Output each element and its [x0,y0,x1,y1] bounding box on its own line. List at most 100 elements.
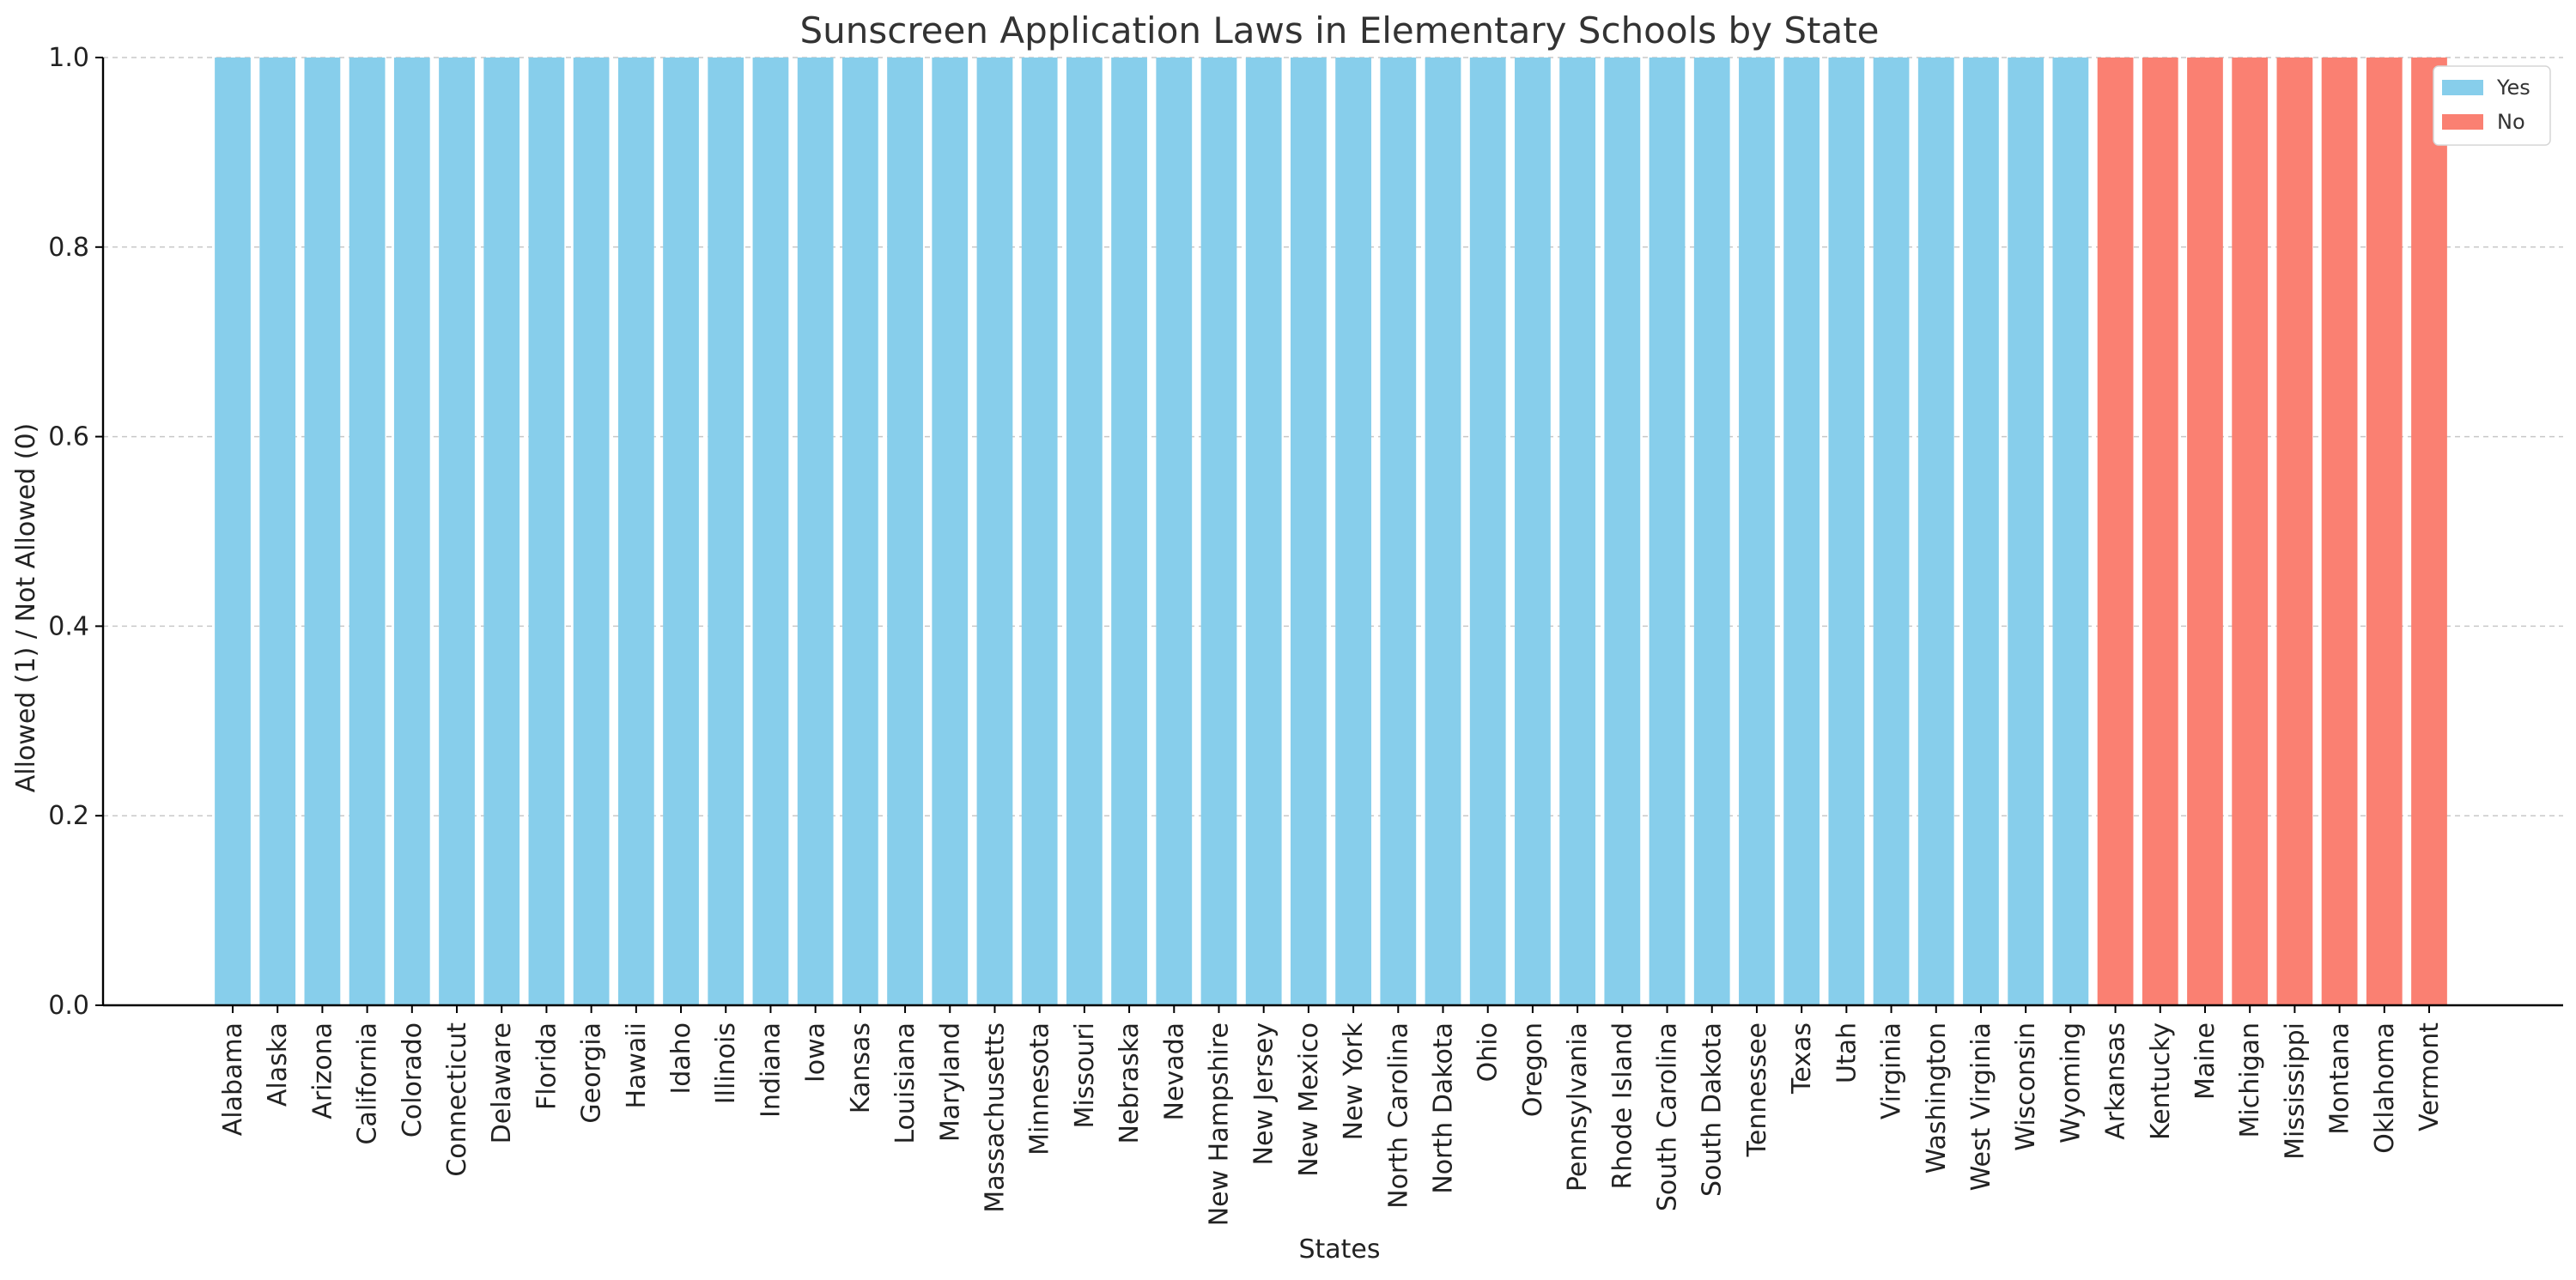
x-tick-label: Louisiana [890,1022,920,1144]
bar-north-dakota [1425,58,1461,1005]
bar-massachusetts [976,58,1013,1005]
x-tick-label: North Dakota [1429,1022,1459,1194]
bar-vermont [2411,58,2447,1005]
bar-virginia [1873,58,1910,1005]
x-tick-label: Delaware [487,1022,517,1144]
x-tick-label: Kentucky [2146,1022,2176,1140]
x-tick-layer: Alabama Alaska Arizona California Colorado Co… [218,1005,2445,1226]
legend-swatch-yes [2442,80,2483,95]
x-tick-label: Michigan [2235,1022,2265,1138]
bar-mississippi [2276,58,2313,1005]
bar-alaska [259,58,296,1005]
bar-montana [2321,58,2358,1005]
x-tick-label: Washington [1922,1022,1952,1174]
y-tick-layer: 0.0 0.2 0.4 0.6 0.8 1.0 [48,43,103,1021]
x-tick-label: Missouri [1070,1022,1100,1129]
bar-new-hampshire [1200,58,1237,1005]
x-tick-label: Arkansas [2101,1022,2131,1140]
x-tick-label: South Dakota [1698,1022,1728,1197]
x-tick-label: Oklahoma [2370,1022,2400,1154]
x-tick-label: Alabama [218,1022,248,1136]
x-tick-label: Indiana [756,1022,786,1118]
bar-minnesota [1021,58,1058,1005]
bar-new-york [1335,58,1371,1005]
bar-south-carolina [1649,58,1686,1005]
x-tick-label: California [353,1022,383,1144]
legend: Yes No [2433,65,2551,146]
bar-rhode-island [1604,58,1641,1005]
x-tick-label: Idaho [666,1022,696,1095]
x-tick-label: Minnesota [1025,1022,1055,1156]
bar-illinois [708,58,744,1005]
bar-idaho [663,58,699,1005]
x-tick-label: Florida [532,1022,562,1110]
x-tick-label: Wisconsin [2011,1022,2041,1151]
x-tick-label: Iowa [801,1022,831,1083]
bar-washington [1917,58,1954,1005]
bar-florida [528,58,565,1005]
x-tick-label: Colorado [398,1022,428,1137]
legend-swatch-no [2442,114,2483,130]
bar-georgia [573,58,610,1005]
y-tick-label: 1.0 [48,43,89,73]
bar-arkansas [2097,58,2134,1005]
bar-north-carolina [1380,58,1417,1005]
x-tick-label: Connecticut [442,1022,472,1177]
bar-maine [2187,58,2223,1005]
legend-frame [2433,65,2551,146]
x-tick-label: New York [1339,1022,1369,1140]
x-tick-label: Massachusetts [980,1022,1010,1213]
x-tick-label: Utah [1832,1022,1862,1083]
bar-nebraska [1111,58,1147,1005]
bar-california [349,58,386,1005]
x-tick-label: Virginia [1877,1022,1907,1119]
x-tick-label: Vermont [2415,1022,2445,1131]
axis-layer [101,58,2563,1007]
chart-title: Sunscreen Application Laws in Elementary… [799,9,1879,52]
legend-label-no: No [2497,110,2525,134]
x-tick-label: Pennsylvania [1563,1022,1593,1192]
bar-wisconsin [2008,58,2044,1005]
y-axis-label: Allowed (1) / Not Allowed (0) [11,423,41,793]
x-tick-label: New Hampshire [1204,1022,1234,1226]
x-tick-label: Maine [2190,1022,2221,1100]
bar-maryland [932,58,969,1005]
x-tick-label: Ohio [1473,1022,1504,1082]
x-tick-label: Nebraska [1115,1022,1145,1144]
x-tick-label: Wyoming [2056,1022,2086,1144]
bar-new-jersey [1245,58,1282,1005]
x-tick-label: Maryland [935,1022,965,1142]
x-tick-label: Illinois [711,1022,741,1104]
bar-michigan [2232,58,2269,1005]
x-tick-label: Oregon [1518,1022,1548,1117]
bar-alabama [215,58,251,1005]
bar-utah [1828,58,1865,1005]
bar-arizona [304,58,341,1005]
bar-indiana [752,58,789,1005]
bar-delaware [483,58,520,1005]
bar-missouri [1066,58,1103,1005]
bar-kansas [841,58,878,1005]
x-tick-label: South Carolina [1653,1022,1683,1211]
x-tick-label: Alaska [263,1022,293,1107]
y-tick-label: 0.0 [48,991,89,1021]
bar-louisiana [887,58,923,1005]
x-tick-label: New Jersey [1249,1022,1279,1165]
x-tick-label: Kansas [846,1022,876,1113]
bar-connecticut [439,58,475,1005]
x-tick-label: Rhode Island [1607,1022,1637,1190]
x-tick-label: Montana [2325,1022,2355,1135]
x-tick-label: Tennessee [1742,1022,1772,1157]
bar-texas [1783,58,1820,1005]
bar-colorado [393,58,430,1005]
bar-tennessee [1739,58,1775,1005]
bar-wyoming [2052,58,2089,1005]
x-tick-label: Mississippi [2280,1022,2310,1160]
bar-south-dakota [1693,58,1730,1005]
x-tick-label: Georgia [577,1022,607,1124]
legend-label-yes: Yes [2496,76,2530,100]
bar-nevada [1156,58,1193,1005]
bar-oklahoma [2366,58,2403,1005]
x-tick-label: Hawaii [622,1022,652,1109]
